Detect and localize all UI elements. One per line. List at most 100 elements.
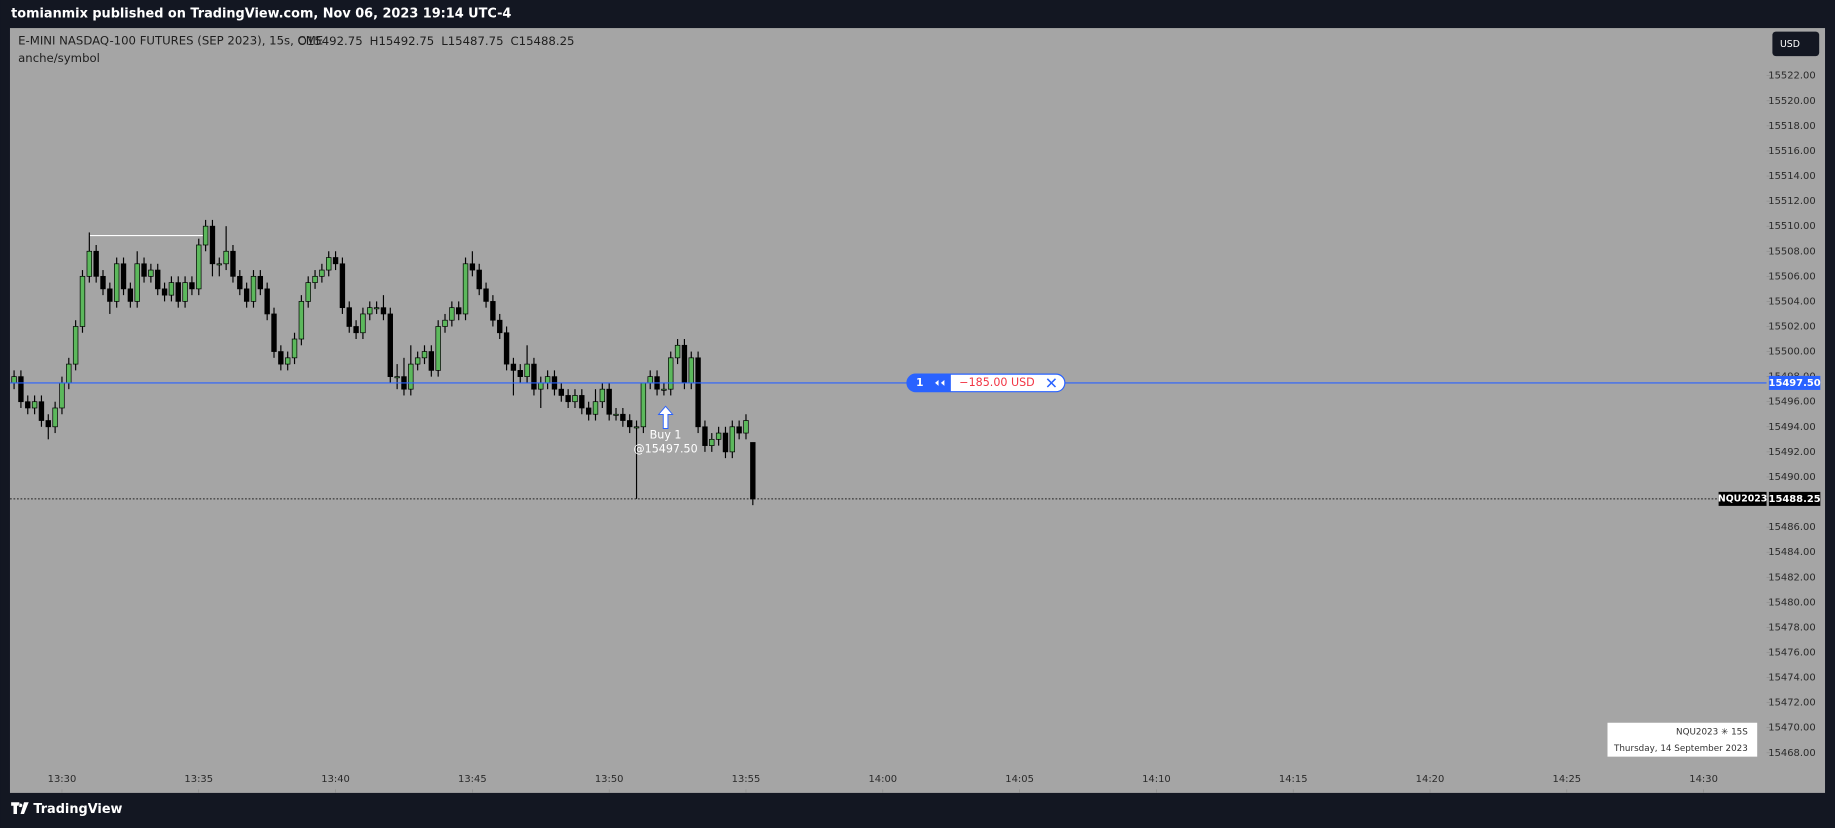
chart-title: E-MINI NASDAQ-100 FUTURES (SEP 2023), 15… [18, 33, 323, 47]
y-tick-label: 15522.00 [1768, 71, 1815, 82]
y-tick-label: 15494.00 [1768, 422, 1815, 433]
candle-body [360, 313, 366, 334]
currency-button[interactable] [1772, 31, 1820, 57]
y-tick-label: 15508.00 [1768, 246, 1815, 257]
y-tick-label: 15486.00 [1768, 522, 1815, 533]
footer-logo [11, 802, 29, 814]
candle-body [284, 357, 291, 365]
candle-body [531, 363, 537, 390]
candle-body [25, 401, 31, 409]
x-tick-label: 13:50 [595, 774, 624, 785]
x-tick-label: 13:35 [184, 774, 213, 785]
buy-price-label: @15497.50 [634, 443, 698, 456]
candle-body [510, 363, 517, 371]
candle-body [442, 319, 448, 327]
candle-body [250, 275, 257, 302]
x-tick-label: 14:00 [868, 774, 897, 785]
candle-body [278, 351, 284, 365]
y-tick-label: 15468.00 [1768, 748, 1815, 759]
y-tick-label: 15476.00 [1768, 647, 1815, 658]
buy-arrow [657, 405, 674, 429]
candle-body [503, 332, 510, 365]
candle-body [613, 413, 619, 416]
candle-body [86, 250, 93, 277]
y-tick-label: 15470.00 [1768, 723, 1815, 734]
position-close-icon[interactable] [1046, 378, 1057, 388]
candle-body [223, 250, 229, 265]
candle-body [606, 388, 612, 415]
y-tick-label: 15514.00 [1768, 171, 1815, 182]
candle-body [11, 376, 17, 384]
candle-body [264, 288, 270, 315]
symbol-label: NQU2023 [1718, 493, 1767, 504]
last-price-box [1768, 491, 1821, 506]
candle-body [107, 288, 113, 302]
currency-label[interactable]: USD [1780, 39, 1800, 50]
buy-label: Buy 1 [650, 429, 682, 442]
candle-body [572, 395, 578, 403]
candle-body [257, 275, 264, 290]
ohlc-value: L15487.75 [441, 33, 503, 47]
candle-body [209, 225, 216, 265]
y-tick-label: 15518.00 [1768, 121, 1815, 132]
candle-body [353, 326, 359, 334]
candle-body [544, 376, 551, 384]
candle-body [565, 395, 571, 403]
candle-body [373, 307, 380, 310]
candle-body [599, 388, 606, 403]
candle-body [339, 263, 346, 309]
position-reverse-icon[interactable] [935, 379, 945, 386]
candle-body [387, 313, 393, 377]
candle-body [141, 263, 147, 277]
candle-body [196, 244, 202, 290]
candle-body [326, 257, 332, 271]
candle-body [736, 426, 742, 434]
candle-body [428, 351, 435, 371]
x-tick-label: 13:30 [48, 774, 77, 785]
candle-body [18, 376, 24, 403]
candle-body [66, 363, 72, 384]
candle-body [394, 376, 400, 379]
candle-body [346, 307, 352, 327]
x-tick-label: 14:20 [1416, 774, 1445, 785]
candle-body [230, 250, 236, 277]
position-pill[interactable]: 1 −185.00 USD [906, 373, 1066, 393]
chart-area [9, 28, 1826, 793]
candle-body [100, 275, 106, 290]
position-quantity[interactable]: 1 [916, 377, 923, 389]
candle-body [750, 442, 756, 500]
last-price-label: 15488.25 [1769, 494, 1821, 505]
y-tick-label: 15482.00 [1768, 572, 1815, 583]
candle-body [462, 263, 469, 315]
candle-body [298, 301, 305, 340]
candle-body [305, 282, 311, 302]
candle-body [579, 395, 585, 409]
y-tick-label: 15510.00 [1768, 221, 1815, 232]
candle-body [469, 263, 476, 271]
candle-body [38, 401, 45, 421]
position-price-box [1768, 375, 1821, 390]
candle-body [695, 357, 701, 428]
x-tick-label: 14:15 [1279, 774, 1308, 785]
y-tick-label: 15474.00 [1768, 673, 1815, 684]
candle-body [558, 388, 564, 396]
x-tick-label: 13:45 [458, 774, 487, 785]
y-tick-label: 15500.00 [1768, 347, 1815, 358]
candle-body [31, 401, 38, 409]
position-pnl[interactable]: −185.00 USD [959, 376, 1034, 389]
candle-body [668, 357, 674, 390]
candle-body [271, 313, 277, 352]
candle-body [414, 357, 421, 365]
candle-body [449, 307, 455, 321]
position-pill-left[interactable] [906, 374, 951, 392]
candle-body [291, 338, 298, 359]
y-tick-label: 15484.00 [1768, 547, 1815, 558]
candle-body [237, 275, 243, 290]
candle-body [113, 263, 120, 302]
candle-body [592, 401, 599, 415]
plot: 15468.00 15470.00 15472.00 15474.00 15476.00… [9, 71, 1821, 793]
chart-subtitle: anche/symbol [18, 51, 100, 65]
candle-body [647, 376, 653, 384]
